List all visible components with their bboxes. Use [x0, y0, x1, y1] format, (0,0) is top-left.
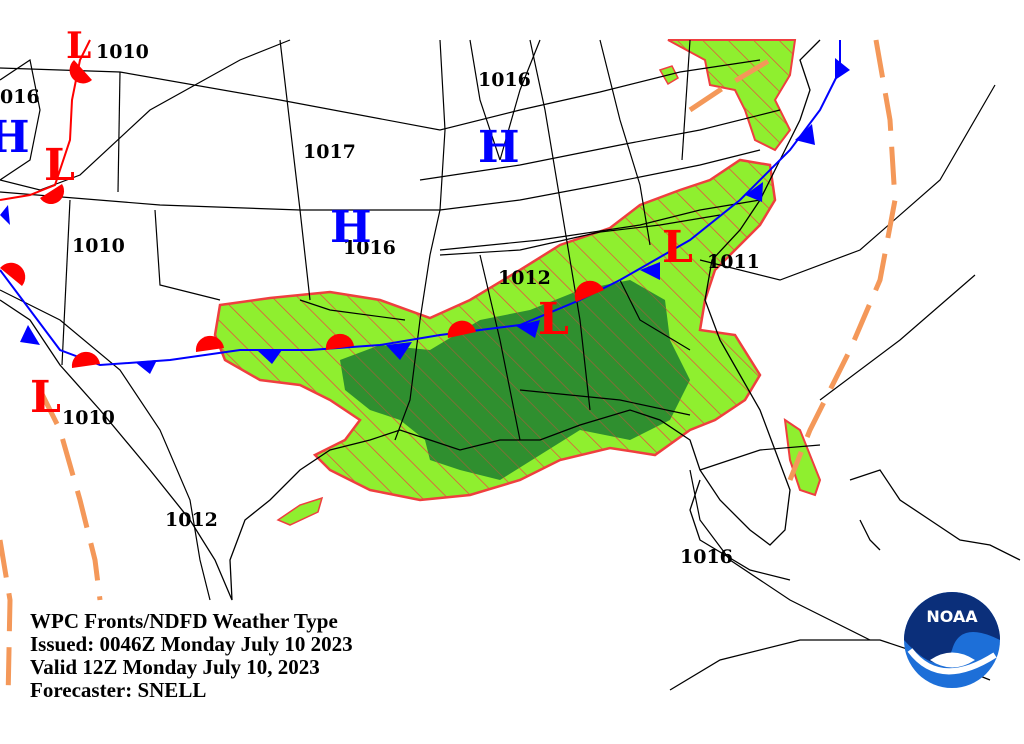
isobars [0, 39, 996, 641]
isobar-label: 1012 [498, 267, 551, 289]
state-borders [0, 39, 761, 441]
isobar-label: 1016 [343, 237, 396, 259]
isobar-label: 1016 [680, 546, 733, 568]
warm-front-pips [0, 262, 604, 368]
isobar-label: 1011 [707, 251, 760, 273]
isobar-label: 016 [0, 86, 40, 108]
low-pressure-symbol: L [30, 372, 61, 423]
caption-title: WPC Fronts/NDFD Weather Type [30, 609, 338, 633]
caption-issued: Issued: 0046Z Monday July 10 2023 [30, 632, 353, 656]
rain-area-texas-small [276, 496, 324, 526]
isobar-label: 1010 [96, 41, 149, 63]
noaa-logo: NOAA [904, 592, 1000, 688]
pressure-centers: H H H L L L L L [0, 25, 693, 423]
isobar-label: 1010 [72, 235, 125, 257]
low-pressure-symbol: L [66, 25, 91, 67]
heavy-rain-area-hatch [340, 280, 690, 480]
low-pressure-symbol: L [44, 140, 75, 191]
rain-area-mid-atlantic-hatch [668, 40, 795, 150]
map-caption: WPC Fronts/NDFD Weather Type Issued: 004… [30, 610, 353, 702]
trough-east [787, 39, 898, 481]
noaa-logo-text: NOAA [926, 607, 978, 626]
isobar-label: 1016 [478, 69, 531, 91]
warm-front-west-pips [40, 60, 92, 205]
trough-west [37, 388, 103, 601]
low-pressure-symbol: L [538, 294, 569, 345]
isobar-label: 1012 [165, 509, 218, 531]
low-pressure-symbol: L [662, 222, 693, 273]
isobar-labels: 1010 016 1016 1017 1016 1010 1012 1011 1… [0, 41, 760, 568]
isobar-label: 1010 [62, 407, 115, 429]
trough-west-2 [0, 539, 13, 701]
rain-area-florida-coast [783, 417, 822, 497]
high-pressure-symbol: H [0, 112, 30, 163]
caption-forecaster: Forecaster: SNELL [30, 678, 207, 702]
high-pressure-symbol: H [330, 202, 372, 253]
warm-front-west [0, 39, 91, 201]
cold-front-pips [0, 58, 850, 374]
troughs [0, 39, 898, 701]
isobar-label: 1017 [303, 141, 356, 163]
fronts [0, 39, 850, 374]
trough-ne [688, 57, 772, 113]
high-pressure-symbol: H [478, 122, 520, 173]
precipitation-areas [213, 39, 822, 526]
caption-valid: Valid 12Z Monday July 10, 2023 [30, 655, 320, 679]
